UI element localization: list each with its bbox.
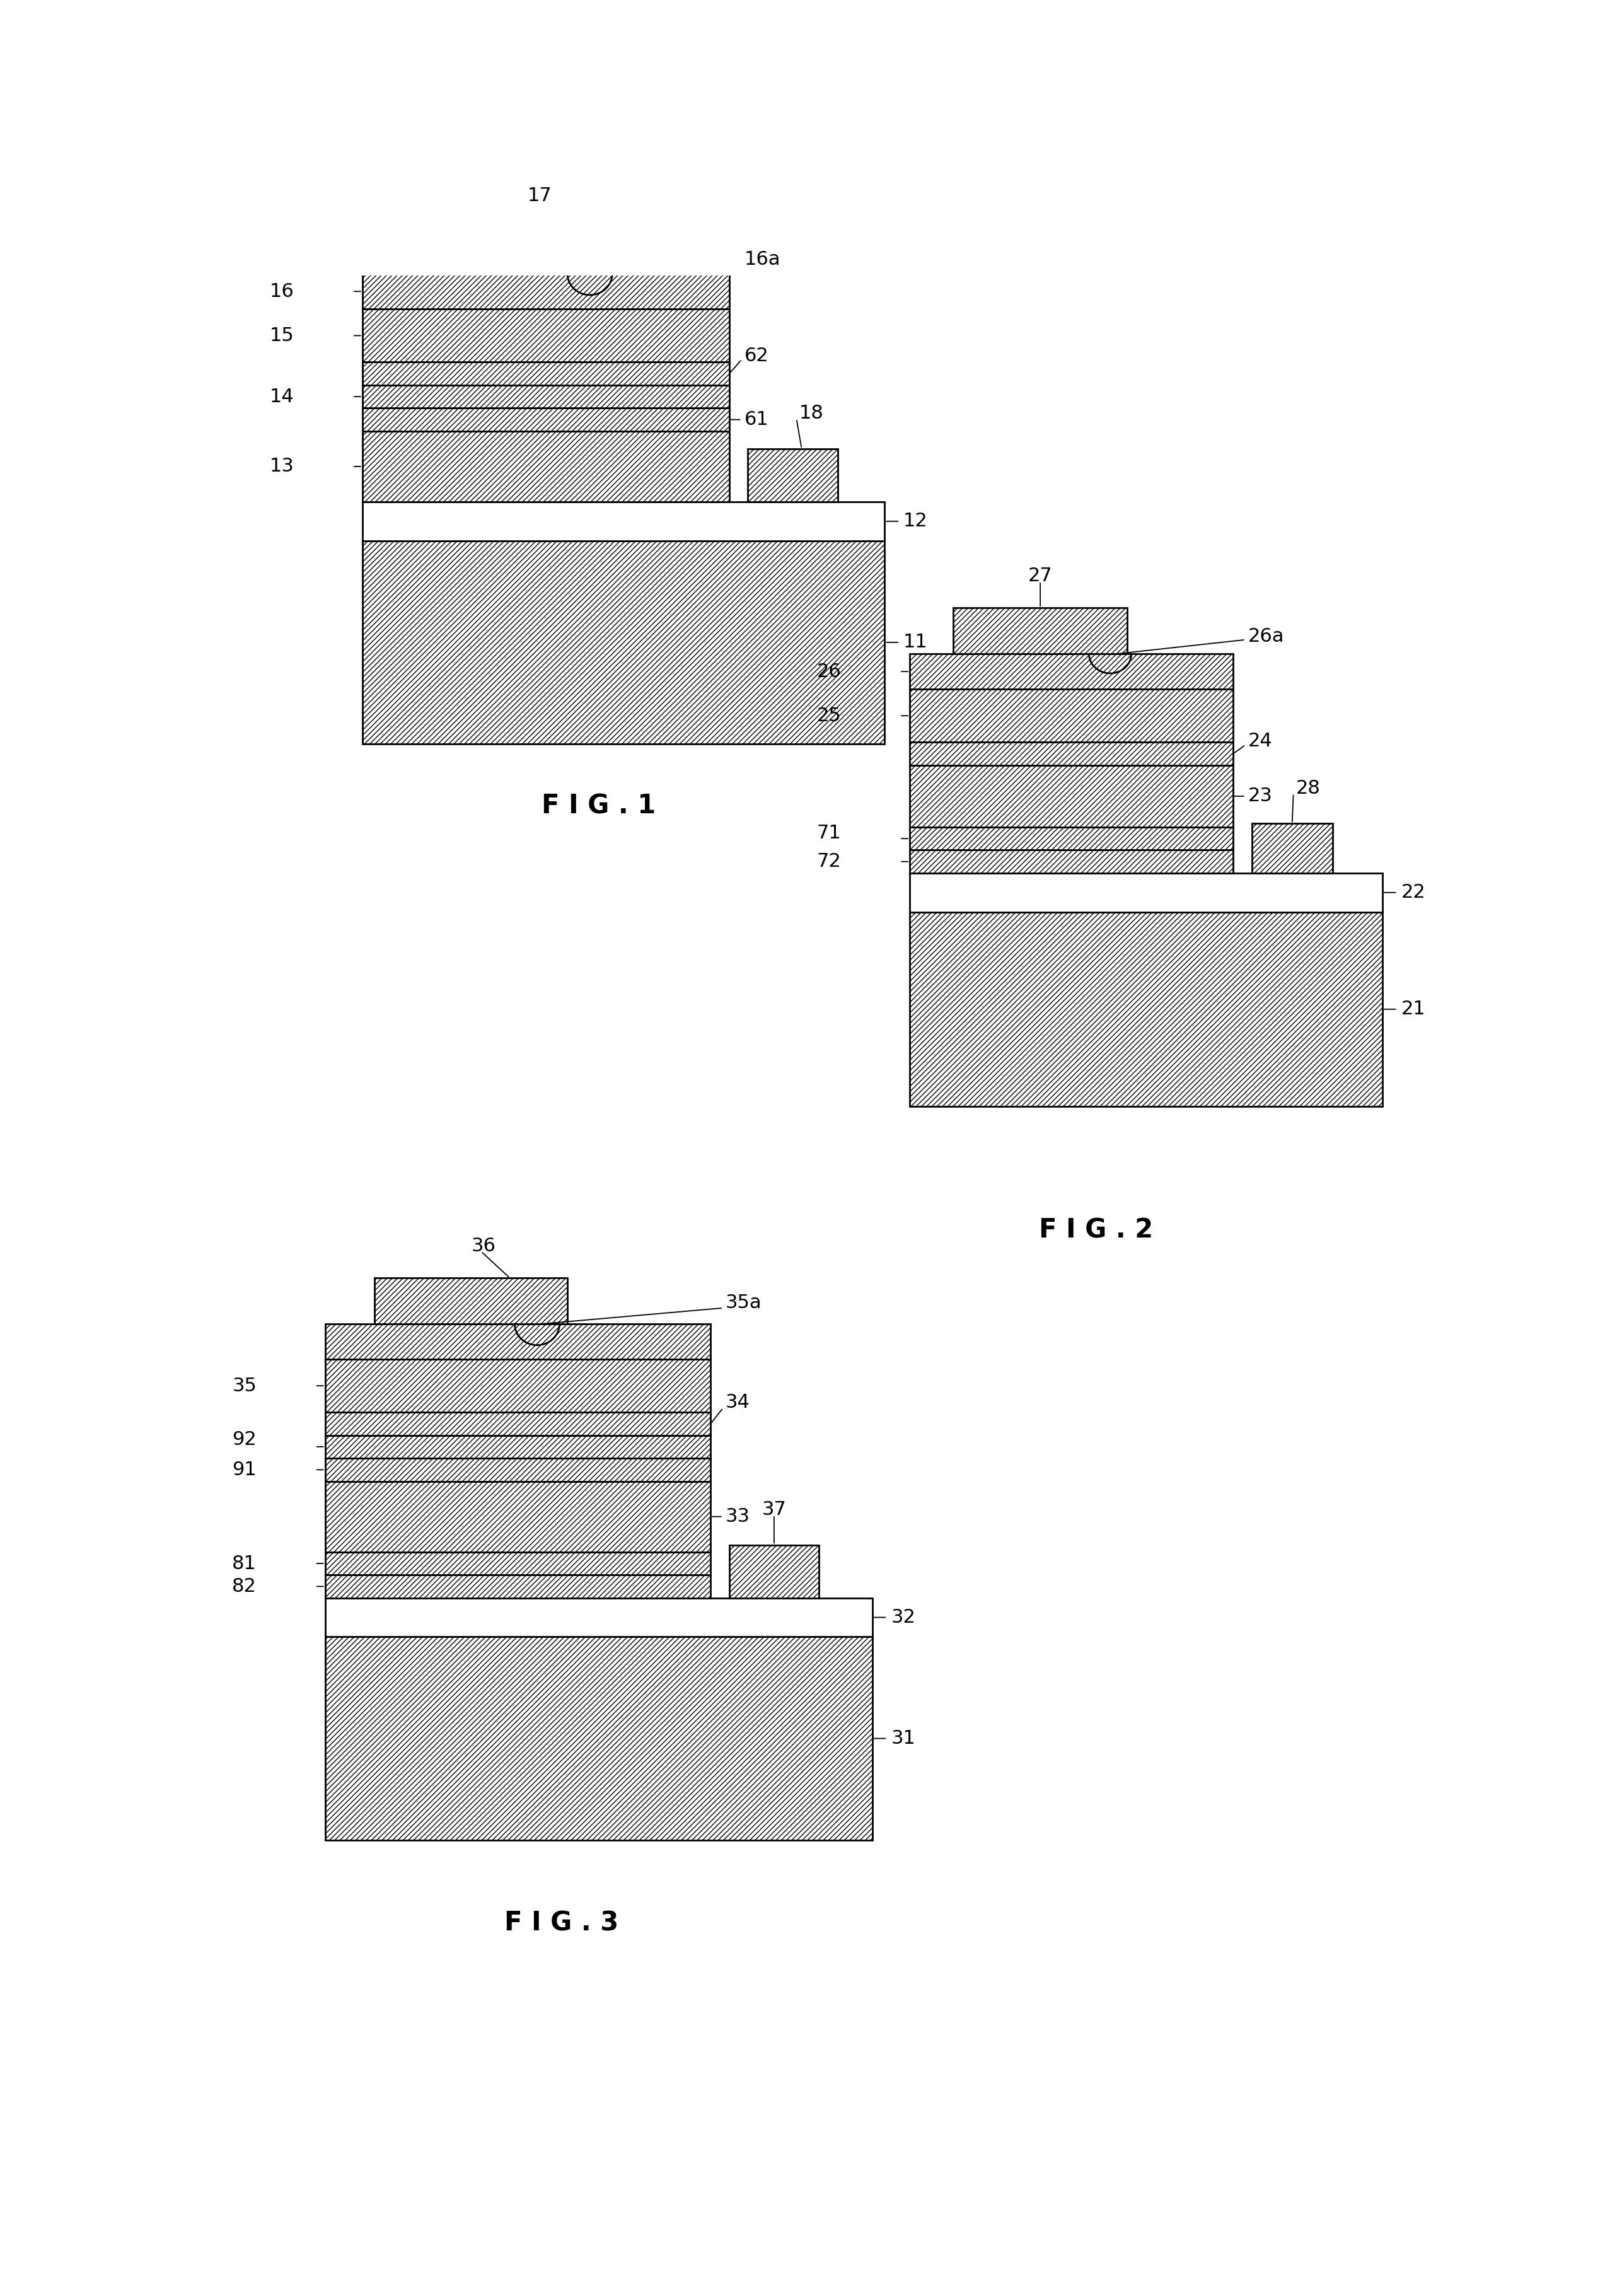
Bar xyxy=(910,872,1382,912)
Bar xyxy=(363,542,884,744)
Text: 82: 82 xyxy=(233,1577,257,1596)
Text: 33: 33 xyxy=(725,1508,750,1527)
Bar xyxy=(910,912,1382,1107)
Bar xyxy=(910,689,1233,742)
Bar xyxy=(363,432,729,503)
Text: 37: 37 xyxy=(762,1499,786,1518)
Bar xyxy=(326,1359,711,1412)
Bar xyxy=(326,1575,711,1598)
Text: 26: 26 xyxy=(817,661,841,680)
Text: 92: 92 xyxy=(233,1430,257,1449)
Text: 17: 17 xyxy=(528,186,552,204)
Bar xyxy=(748,448,838,503)
Bar xyxy=(326,1325,711,1359)
Text: 11: 11 xyxy=(904,634,928,652)
Bar xyxy=(1252,824,1332,872)
Text: F I G . 2: F I G . 2 xyxy=(1038,1217,1154,1244)
Bar xyxy=(376,1279,568,1325)
Bar xyxy=(910,765,1233,827)
Bar xyxy=(363,310,729,363)
Text: 15: 15 xyxy=(270,326,294,344)
Bar xyxy=(363,503,884,542)
Bar xyxy=(910,654,1233,689)
Text: 23: 23 xyxy=(1249,788,1273,806)
Bar xyxy=(363,409,729,432)
Text: 26a: 26a xyxy=(1249,627,1284,645)
Text: 71: 71 xyxy=(817,824,841,843)
Text: 21: 21 xyxy=(1401,1001,1425,1019)
Bar xyxy=(326,1435,711,1458)
Bar xyxy=(326,1598,873,1637)
Text: 16a: 16a xyxy=(745,250,780,269)
Text: 18: 18 xyxy=(799,404,823,422)
Text: 31: 31 xyxy=(891,1729,915,1747)
Text: 91: 91 xyxy=(233,1460,257,1479)
Bar xyxy=(729,1545,819,1598)
Text: 22: 22 xyxy=(1401,884,1425,902)
Text: 27: 27 xyxy=(1029,567,1053,585)
Text: 14: 14 xyxy=(270,388,294,406)
Text: 32: 32 xyxy=(891,1607,915,1626)
Bar xyxy=(363,273,729,310)
Bar xyxy=(910,742,1233,765)
Text: 61: 61 xyxy=(745,411,769,429)
Text: 62: 62 xyxy=(745,347,769,365)
Text: F I G . 3: F I G . 3 xyxy=(504,1910,618,1936)
Bar xyxy=(326,1412,711,1435)
Text: F I G . 1: F I G . 1 xyxy=(541,792,656,820)
Text: 13: 13 xyxy=(270,457,294,475)
Text: 12: 12 xyxy=(904,512,928,530)
Bar xyxy=(910,850,1233,872)
Bar xyxy=(419,227,612,273)
Bar xyxy=(910,827,1233,850)
Text: 16: 16 xyxy=(270,282,294,301)
Text: 24: 24 xyxy=(1249,732,1273,751)
Bar xyxy=(326,1481,711,1552)
Text: 35a: 35a xyxy=(725,1293,762,1311)
Bar xyxy=(363,386,729,409)
Text: 81: 81 xyxy=(233,1554,257,1573)
Text: 35: 35 xyxy=(233,1378,257,1396)
Bar xyxy=(326,1552,711,1575)
Bar xyxy=(363,363,729,386)
Text: 72: 72 xyxy=(817,852,841,870)
Text: 28: 28 xyxy=(1295,778,1321,797)
Bar xyxy=(326,1637,873,1839)
Text: 25: 25 xyxy=(817,707,841,726)
Text: 36: 36 xyxy=(472,1238,496,1256)
Bar xyxy=(326,1458,711,1481)
Bar xyxy=(953,608,1127,654)
Text: 34: 34 xyxy=(725,1394,750,1412)
